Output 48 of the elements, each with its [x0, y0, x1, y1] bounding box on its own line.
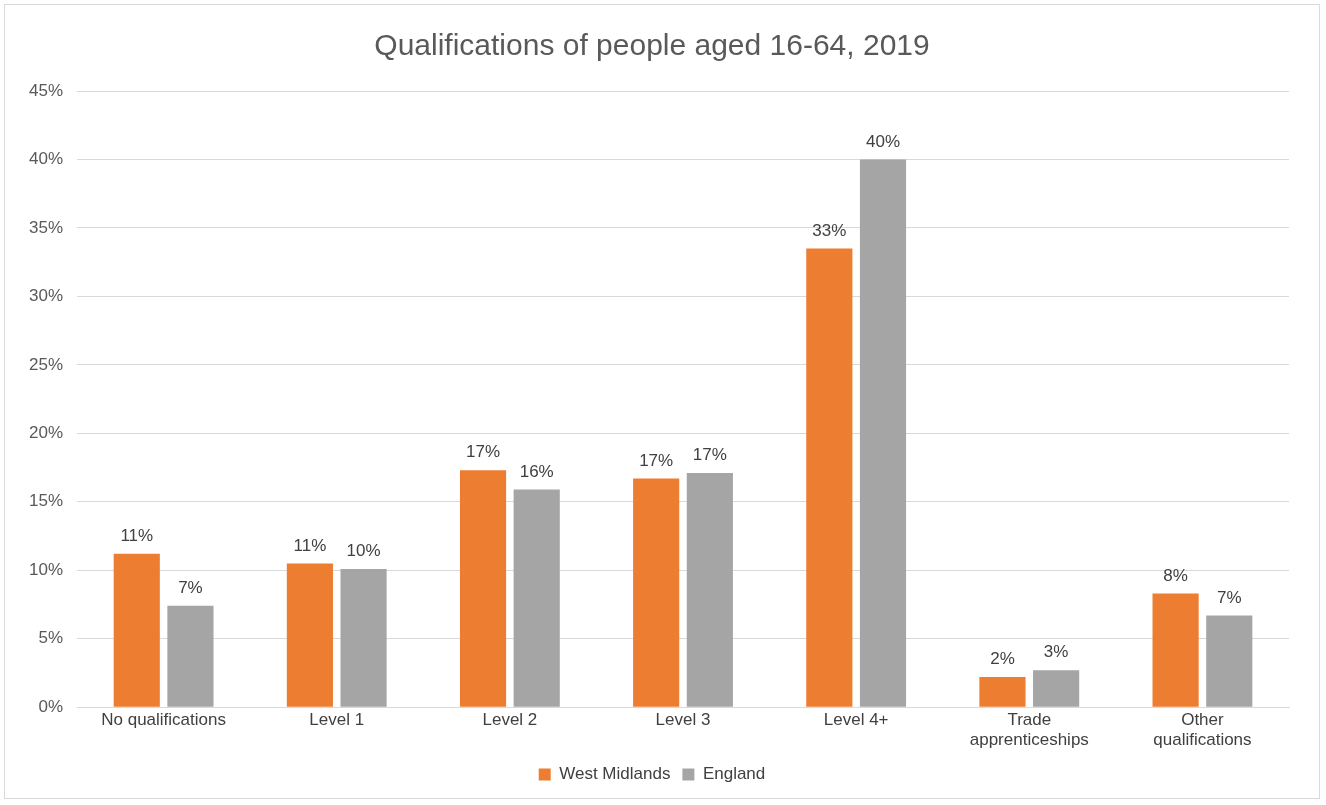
y-tick-label: 30% — [28, 286, 64, 306]
bar — [286, 563, 333, 707]
data-label: 33% — [812, 220, 847, 240]
data-label: 11% — [120, 526, 154, 546]
data-label: 17% — [466, 442, 501, 462]
y-tick-label: 35% — [28, 217, 64, 237]
y-tick-label: 20% — [28, 423, 64, 443]
x-tick-label: Level 3 — [655, 710, 711, 730]
bar — [1033, 670, 1080, 707]
x-tick-label: Level 4+ — [823, 710, 889, 730]
data-label: 17% — [692, 445, 727, 465]
x-tick-label: Level 2 — [482, 710, 538, 730]
data-label: 16% — [519, 461, 554, 481]
bar — [513, 489, 560, 707]
legend-label: England — [702, 764, 766, 784]
y-tick-label: 10% — [28, 559, 64, 579]
y-tick-label: 0% — [38, 696, 64, 716]
data-label: 11% — [293, 535, 327, 555]
data-label: 10% — [346, 541, 381, 561]
bar — [686, 473, 733, 707]
data-label: 7% — [178, 578, 203, 598]
bar — [340, 568, 387, 707]
y-tick-label: 15% — [28, 491, 64, 511]
x-tick-label: No qualifications — [101, 710, 226, 730]
legend-label: West Midlands — [559, 764, 671, 784]
bar — [459, 470, 507, 707]
data-label: 2% — [990, 649, 1015, 669]
y-tick-label: 40% — [28, 149, 64, 169]
y-tick-label: 45% — [28, 80, 64, 100]
x-tick-label: Trade apprenticeships — [969, 710, 1089, 750]
data-label: 40% — [865, 131, 900, 151]
bar — [979, 677, 1026, 707]
bar — [633, 478, 680, 707]
bar — [806, 248, 853, 707]
bar — [859, 159, 907, 707]
data-label: 17% — [639, 450, 674, 470]
y-tick-label: 25% — [28, 354, 64, 374]
bar — [113, 553, 160, 707]
x-tick-label: Level 1 — [309, 710, 365, 730]
data-label: 8% — [1163, 565, 1188, 585]
bar — [167, 605, 214, 707]
y-tick-label: 5% — [38, 628, 64, 648]
chart-title: Qualifications of people aged 16-64, 2019 — [374, 28, 930, 62]
data-label: 7% — [1216, 587, 1242, 607]
x-tick-label: Other qualifications — [1153, 710, 1252, 750]
bar — [1206, 615, 1253, 707]
data-label: 3% — [1043, 642, 1069, 662]
bar — [1152, 593, 1199, 707]
